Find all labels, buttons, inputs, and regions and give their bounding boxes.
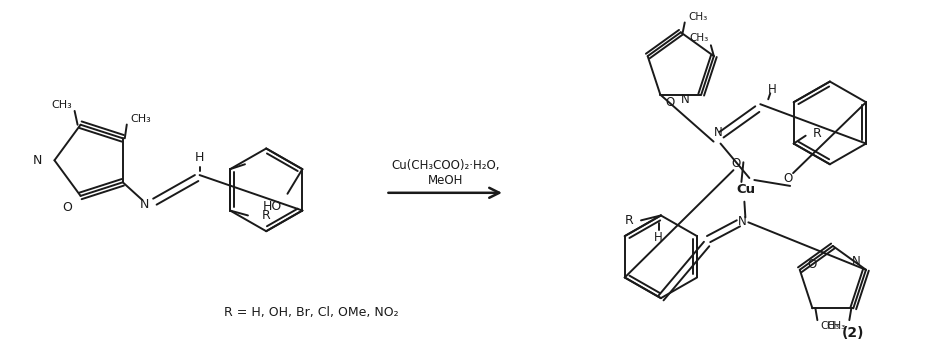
Text: O: O	[808, 258, 817, 271]
Text: N: N	[715, 126, 723, 139]
Text: O: O	[732, 157, 741, 170]
Text: R: R	[261, 209, 271, 222]
Text: R: R	[625, 214, 633, 227]
Text: N: N	[33, 154, 42, 167]
Text: H: H	[653, 231, 663, 244]
Text: Cu(CH₃COO)₂·H₂O,: Cu(CH₃COO)₂·H₂O,	[391, 159, 499, 172]
Text: R: R	[813, 127, 822, 140]
Text: H: H	[767, 83, 777, 96]
Text: O: O	[62, 201, 73, 214]
Text: R = H, OH, Br, Cl, OMe, NO₂: R = H, OH, Br, Cl, OMe, NO₂	[224, 306, 398, 319]
Text: CH₃: CH₃	[689, 12, 708, 22]
Text: MeOH: MeOH	[428, 175, 463, 188]
Text: CH₃: CH₃	[131, 114, 152, 123]
Text: CH₃: CH₃	[826, 321, 846, 331]
Text: O: O	[784, 171, 793, 185]
Text: N: N	[738, 215, 747, 228]
Text: (2): (2)	[841, 325, 864, 339]
Text: N: N	[141, 198, 149, 211]
Text: Cu: Cu	[737, 183, 756, 196]
Text: CH₃: CH₃	[820, 321, 839, 331]
Text: N: N	[681, 93, 689, 106]
Text: O: O	[666, 96, 675, 109]
Text: HO: HO	[263, 200, 282, 213]
Text: H: H	[194, 151, 204, 164]
Text: CH₃: CH₃	[52, 100, 73, 110]
Text: CH₃: CH₃	[690, 33, 709, 44]
Text: N: N	[852, 255, 861, 269]
